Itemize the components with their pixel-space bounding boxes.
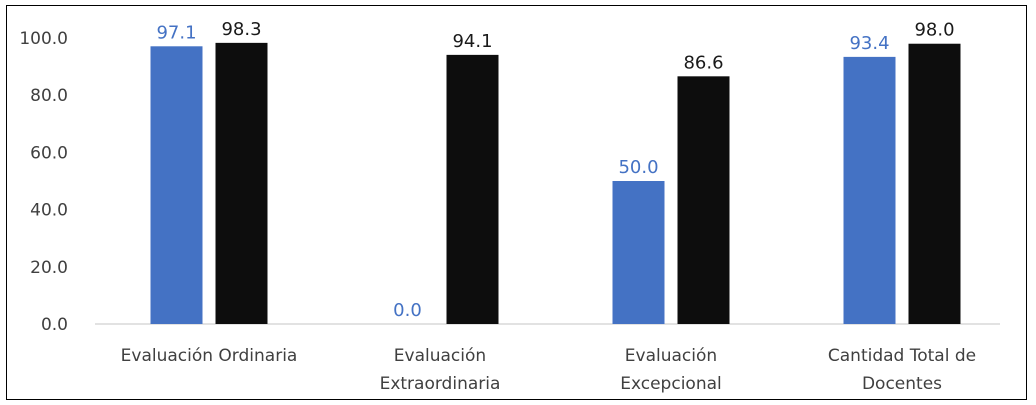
data-label-series-1: 0.0 — [393, 300, 422, 321]
category-label: Excepcional — [620, 374, 722, 394]
category-label: Evaluación Ordinaria — [121, 346, 298, 366]
bar-series-1 — [843, 56, 896, 324]
y-tick-label: 20.0 — [30, 258, 68, 278]
bar-series-2 — [215, 42, 268, 324]
bar-series-2 — [908, 43, 961, 324]
bar-series-1 — [150, 46, 203, 324]
y-tick-label: 40.0 — [30, 201, 68, 221]
y-tick-label: 60.0 — [30, 143, 68, 163]
bar-series-1 — [612, 181, 665, 324]
data-label-series-2: 98.0 — [914, 20, 954, 41]
data-label-series-1: 50.0 — [618, 157, 658, 178]
data-label-series-2: 98.3 — [221, 19, 261, 40]
bar-series-2 — [677, 76, 730, 324]
y-tick-label: 100.0 — [19, 29, 68, 49]
bar-series-2 — [446, 54, 499, 325]
category-label: Cantidad Total de — [828, 346, 976, 366]
category-label: Evaluación — [394, 346, 486, 366]
category-label: Docentes — [862, 374, 942, 394]
data-label-series-2: 86.6 — [683, 52, 723, 73]
y-tick-label: 0.0 — [41, 315, 68, 335]
data-label-series-1: 97.1 — [156, 22, 196, 43]
data-label-series-2: 94.1 — [452, 31, 492, 52]
data-label-series-1: 93.4 — [849, 33, 889, 54]
category-label: Extraordinaria — [380, 374, 501, 394]
category-label: Evaluación — [625, 346, 717, 366]
y-tick-label: 80.0 — [30, 86, 68, 106]
